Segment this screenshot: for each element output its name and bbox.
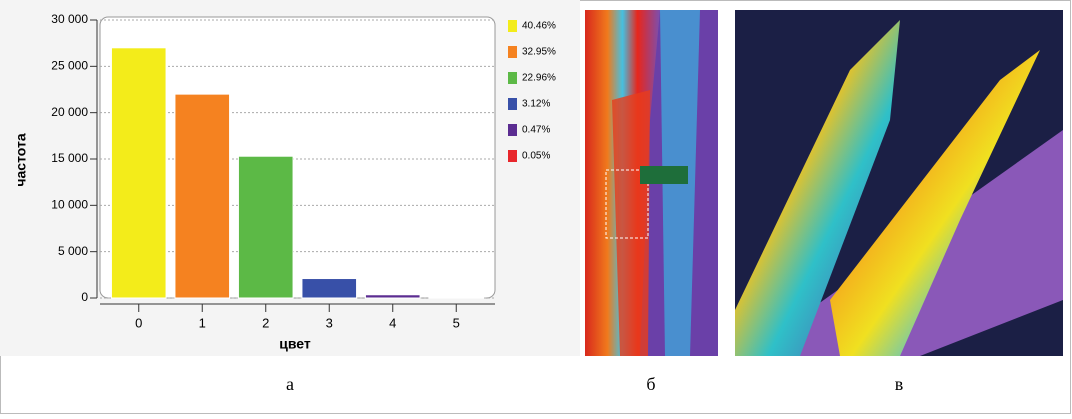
legend-label: 0.05% bbox=[522, 151, 550, 162]
bar bbox=[365, 295, 420, 298]
legend-label: 32.95% bbox=[522, 47, 556, 58]
x-tick-label: 4 bbox=[389, 315, 396, 330]
x-tick-label: 2 bbox=[262, 315, 269, 330]
x-tick-label: 5 bbox=[453, 315, 460, 330]
bar bbox=[175, 94, 230, 298]
legend-swatch bbox=[508, 124, 517, 136]
legend-swatch bbox=[508, 98, 517, 110]
y-tick-label: 10 000 bbox=[51, 198, 88, 212]
figure: 05 00010 00015 00020 00025 00030 000040.… bbox=[0, 0, 1072, 414]
image-b bbox=[585, 10, 718, 356]
y-axis-label: частота bbox=[13, 133, 29, 186]
panel-label: в bbox=[895, 374, 904, 394]
x-tick-label: 3 bbox=[326, 315, 333, 330]
x-axis-label: цвет bbox=[279, 336, 311, 352]
image-c bbox=[735, 10, 1063, 356]
y-tick-label: 25 000 bbox=[51, 59, 88, 73]
y-tick-label: 30 000 bbox=[51, 12, 88, 26]
x-tick-label: 1 bbox=[199, 315, 206, 330]
x-tick-label: 0 bbox=[135, 315, 142, 330]
panel-label: б bbox=[646, 374, 655, 394]
bar bbox=[111, 48, 166, 298]
legend-swatch bbox=[508, 150, 517, 162]
legend-label: 3.12% bbox=[522, 99, 550, 110]
legend-label: 40.46% bbox=[522, 21, 556, 32]
bar bbox=[302, 279, 357, 298]
y-tick-label: 15 000 bbox=[51, 151, 88, 165]
legend-label: 0.47% bbox=[522, 125, 550, 136]
y-tick-label: 0 bbox=[81, 290, 88, 304]
panel-label: а bbox=[286, 374, 294, 394]
bar bbox=[238, 156, 293, 298]
legend-swatch bbox=[508, 20, 517, 32]
legend-swatch bbox=[508, 72, 517, 84]
legend-label: 22.96% bbox=[522, 73, 556, 84]
y-tick-label: 20 000 bbox=[51, 105, 88, 119]
legend-swatch bbox=[508, 46, 517, 58]
y-tick-label: 5 000 bbox=[58, 244, 88, 258]
